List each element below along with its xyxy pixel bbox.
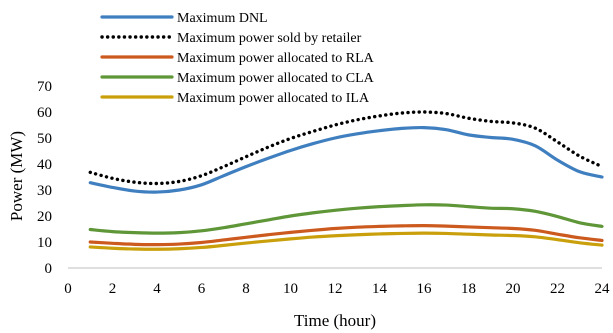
- series-line-maximum-power-allocated-to-ila: [88, 231, 604, 251]
- legend-label-maximum-power-allocated-to-rla: Maximum power allocated to RLA: [177, 51, 375, 66]
- series-lines: [88, 110, 604, 251]
- x-tick-label: 6: [198, 281, 206, 297]
- y-tick-label: 20: [37, 209, 52, 225]
- y-tick-label: 10: [37, 235, 52, 251]
- x-tick-label: 16: [417, 281, 433, 297]
- legend: Maximum DNL Maximum power sold by retaile…: [100, 11, 375, 106]
- series-line-maximum-power-allocated-to-rla: [88, 224, 604, 247]
- legend-label-maximum-dnl: Maximum DNL: [177, 11, 268, 26]
- legend-label-maximum-power-allocated-to-cla: Maximum power allocated to CLA: [177, 71, 375, 86]
- x-tick-label: 20: [506, 281, 521, 297]
- x-tick-label: 14: [372, 281, 388, 297]
- x-tick-label: 4: [153, 281, 161, 297]
- x-tick-label: 8: [242, 281, 250, 297]
- series-line-maximum-power-sold-by-retailer: [88, 110, 604, 186]
- y-tick-label: 50: [37, 131, 52, 147]
- x-tick-label: 0: [64, 281, 72, 297]
- series-line-maximum-dnl: [88, 125, 604, 194]
- y-tick-labels: 0 10 20 30 40 50 60 70: [37, 79, 52, 277]
- y-tick-label: 30: [37, 183, 52, 199]
- y-tick-label: 40: [37, 157, 52, 173]
- x-axis-title: Time (hour): [294, 311, 376, 330]
- y-tick-label: 70: [37, 79, 52, 95]
- x-tick-label: 22: [550, 281, 565, 297]
- series-line-maximum-power-allocated-to-cla: [88, 203, 604, 235]
- x-tick-label: 12: [328, 281, 343, 297]
- x-tick-label: 18: [461, 281, 476, 297]
- legend-label-maximum-power-allocated-to-ila: Maximum power allocated to ILA: [177, 91, 370, 106]
- y-tick-label: 0: [45, 261, 53, 277]
- x-tick-label: 2: [109, 281, 117, 297]
- x-tick-label: 24: [595, 281, 611, 297]
- y-axis-title: Power (MW): [7, 131, 26, 221]
- y-tick-label: 60: [37, 105, 52, 121]
- legend-label-maximum-power-sold-by-retailer: Maximum power sold by retailer: [177, 31, 362, 46]
- x-tick-labels: 0 2 4 6 8 10 12 14 16 18 20 22 24: [64, 281, 610, 297]
- x-tick-label: 10: [283, 281, 298, 297]
